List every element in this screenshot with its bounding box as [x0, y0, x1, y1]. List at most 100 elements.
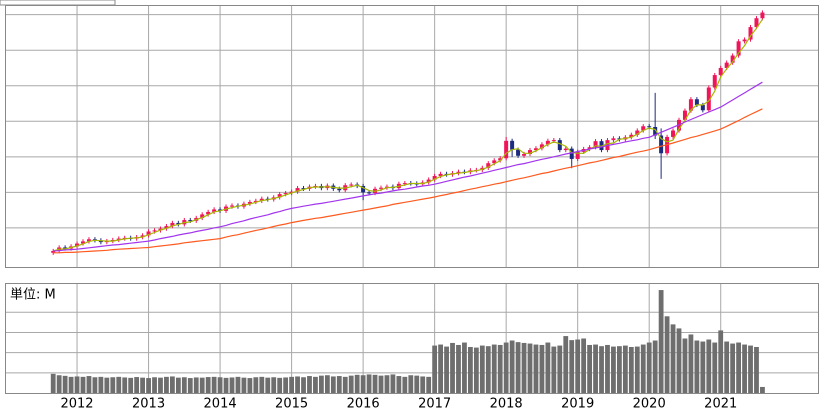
candle-body	[247, 201, 252, 204]
volume-bar	[599, 346, 604, 393]
candle-body	[176, 222, 181, 225]
volume-bar	[181, 377, 187, 393]
volume-bar	[319, 375, 324, 393]
volume-bar	[295, 376, 300, 393]
volume-bar	[74, 376, 80, 393]
volume-bar	[539, 344, 545, 393]
candle-body	[146, 231, 151, 236]
volume-bar	[557, 345, 563, 393]
candle-body	[635, 130, 640, 135]
candle-body	[349, 184, 354, 186]
volume-bar	[313, 376, 318, 393]
volume-bar	[110, 377, 116, 393]
price-panel	[5, 5, 819, 268]
candle-body	[569, 148, 574, 159]
x-tick-label: 2021	[704, 397, 737, 412]
volume-bar	[336, 376, 342, 393]
candle-body	[694, 99, 699, 105]
volume-bar	[485, 346, 491, 393]
volume-bar	[426, 376, 432, 393]
volume-bar	[724, 341, 730, 393]
volume-bar	[670, 324, 676, 393]
volume-bar	[587, 344, 592, 393]
volume-bar	[265, 377, 271, 393]
candle-body	[75, 243, 80, 247]
x-tick-label: 2015	[275, 397, 308, 412]
x-tick-label: 2013	[132, 397, 165, 412]
volume-bar	[92, 377, 98, 393]
candle-body	[498, 158, 503, 161]
volume-bar	[104, 377, 110, 393]
moving-average-line	[53, 81, 763, 252]
volume-bar	[175, 377, 181, 393]
volume-bar	[128, 377, 134, 393]
volume-bar	[366, 374, 372, 393]
volume-bar	[372, 374, 378, 393]
volume-bar	[593, 344, 598, 393]
candle-body	[671, 130, 676, 137]
candle-body	[426, 179, 431, 183]
candle-body	[295, 188, 300, 192]
candle-body	[63, 247, 68, 249]
candle-body	[283, 193, 288, 195]
candle-body	[301, 188, 306, 190]
x-tick-label: 2016	[347, 397, 380, 412]
volume-bar	[509, 340, 515, 393]
volume-bar	[205, 377, 211, 393]
candle-body	[337, 188, 342, 191]
volume-bar	[152, 377, 157, 393]
volume-bar	[187, 378, 193, 393]
volume-bar	[569, 340, 575, 393]
moving-average-line	[53, 108, 763, 254]
candle-body	[51, 251, 56, 253]
candle-body	[682, 110, 687, 120]
candle-body	[575, 151, 580, 159]
candle-body	[402, 183, 407, 185]
volume-bar	[414, 375, 420, 393]
x-tick-label: 2020	[633, 397, 666, 412]
candle-body	[653, 126, 658, 136]
candle-body	[206, 211, 211, 215]
volume-bar	[301, 377, 306, 393]
candle-body	[367, 192, 372, 194]
volume-bar	[158, 377, 163, 393]
volume-bar	[438, 344, 443, 393]
candle-body	[212, 209, 217, 212]
candle-body	[116, 238, 121, 240]
candle-body	[253, 200, 258, 202]
volume-bar	[730, 343, 736, 393]
candle-body	[200, 214, 205, 218]
tab	[0, 0, 116, 6]
candle-body	[629, 134, 634, 138]
volume-bar	[563, 336, 569, 393]
volume-bar	[289, 376, 294, 393]
volume-bar	[324, 375, 330, 393]
volume-bar	[408, 375, 414, 393]
candle-body	[760, 12, 765, 19]
candle-body	[361, 185, 366, 193]
volume-bar	[622, 345, 628, 393]
volume-bar	[682, 338, 688, 393]
volume-bar	[533, 344, 539, 393]
volume-bar	[98, 376, 104, 393]
volume-bar	[462, 342, 467, 393]
volume-bar	[676, 328, 682, 393]
candle-body	[81, 241, 85, 244]
volume-bar	[640, 344, 646, 393]
volume-bar	[736, 342, 741, 393]
volume-bar	[348, 375, 354, 393]
volume-bar	[694, 340, 700, 393]
x-tick-label: 2012	[60, 397, 93, 412]
volume-bar	[468, 346, 473, 393]
candle-body	[456, 171, 461, 174]
volume-bar	[122, 377, 128, 393]
candle-body	[551, 140, 556, 142]
candle-body	[563, 148, 568, 151]
volume-bar	[330, 376, 336, 393]
x-tick-label: 2018	[490, 397, 523, 412]
volume-bar	[754, 346, 759, 393]
candle-body	[510, 140, 515, 150]
candle-body	[140, 235, 145, 238]
